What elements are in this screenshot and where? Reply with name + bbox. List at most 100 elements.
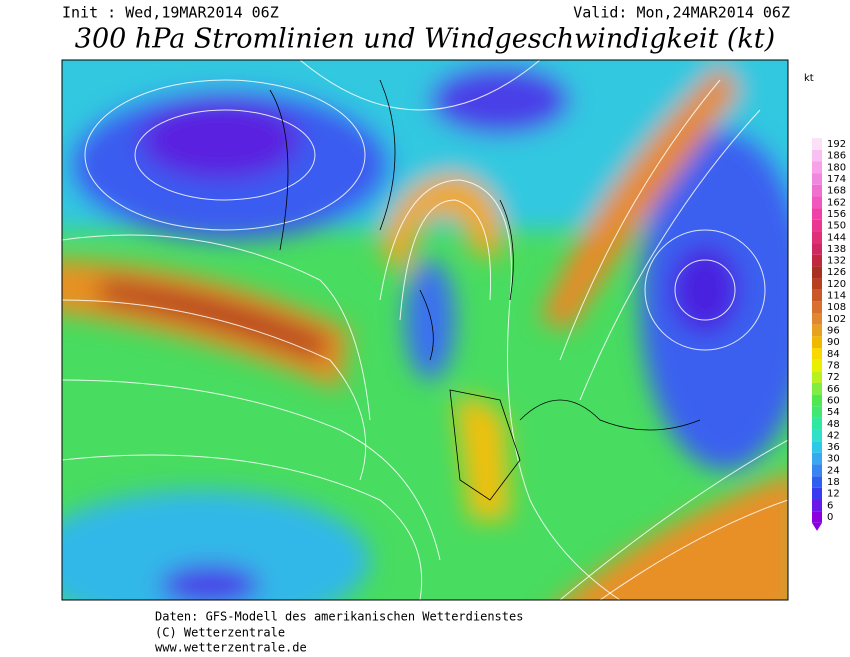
colorbar-label: 192 [827,139,846,150]
colorbar-label: 72 [827,372,840,383]
colorbar-swatch [812,243,822,255]
colorbar-swatch [812,208,822,220]
colorbar-label: 144 [827,232,846,243]
colorbar-swatch [812,149,822,162]
colorbar-label: 108 [827,302,846,313]
colorbar-swatch [812,417,822,430]
streamline [62,234,371,421]
field-blue [405,260,455,380]
streamline [599,499,788,600]
colorbar-label: 162 [827,197,846,208]
colorbar-label: 150 [827,221,846,232]
colorbar-label: 90 [827,337,840,348]
colorbar-swatch [812,173,822,185]
colorbar-tip [812,522,822,531]
colorbar-label: 0 [827,512,833,523]
coastline [269,79,701,501]
colorbar-label: 36 [827,442,840,453]
streamlines [62,60,788,600]
colorbar-swatch [812,464,822,477]
colorbar-label: 24 [827,465,840,476]
streamline [299,60,541,111]
colorbar-swatch [812,371,822,383]
streamline [62,299,367,481]
field-violet [140,100,300,180]
colorbar-swatch [812,161,822,174]
colorbar-label: 84 [827,349,840,360]
colorbar-label: 54 [827,407,840,418]
field-jet [540,65,740,330]
colorbar-swatch [812,394,822,407]
colorbar-swatch [812,359,822,372]
colorbar-swatch [812,406,822,418]
colorbar-swatch [812,511,822,523]
field-jet-core [100,280,330,360]
colorbar-label: 12 [827,489,840,500]
field-cyan [62,490,370,600]
colorbar-swatch [812,313,822,325]
colorbar-swatch [812,138,822,150]
streamline [674,259,736,321]
legend-unit: kt [804,73,814,84]
field-blue [430,65,570,135]
colorbar-label: 156 [827,209,846,220]
colorbar-swatch [812,254,822,267]
colorbar-swatch [812,499,822,512]
colorbar-swatch [812,219,822,232]
map-frame [61,59,789,601]
colorbar-swatch [812,382,822,395]
colorbar-label: 18 [827,477,840,488]
colorbar-label: 186 [827,151,846,162]
streamline [62,454,423,600]
field-jet [563,474,788,600]
colorbar-label: 6 [827,500,833,511]
colorbar-swatch [812,441,822,453]
colorbar-label: 96 [827,326,840,337]
colorbar-label: 78 [827,360,840,371]
field-violet [670,245,740,335]
streamline [579,109,761,401]
streamline [134,109,316,201]
colorbar-swatch [812,231,822,244]
colorbar-label: 126 [827,267,846,278]
colorbar-swatch [812,184,822,197]
colorbar-label: 66 [827,384,840,395]
colorbar-swatch [812,324,822,337]
colorbar-swatch [812,289,822,302]
colorbar-swatch [812,266,822,279]
colorbar-swatch [812,336,822,348]
colorbar-swatch [812,196,822,209]
colorbar-swatch [812,301,822,314]
colorbar-label: 30 [827,454,840,465]
field-jet [455,397,510,520]
streamline [559,79,721,361]
colorbar-swatch [812,487,822,500]
colorbar-label: 114 [827,291,846,302]
colorbar-label: 60 [827,395,840,406]
map-title: 300 hPa Stromlinien und Windgeschwindigk… [75,24,775,55]
colorbar-swatch [812,278,822,290]
colorbar-swatch [812,429,822,442]
colorbar-label: 138 [827,244,846,255]
footer-source: Daten: GFS-Modell des amerikanischen Wet… [155,610,523,624]
streamline [644,229,766,351]
colorbar-label: 120 [827,279,846,290]
colorbar: 0612182430364248546066727884909610210811… [812,138,846,531]
init-time: Init : Wed,19MAR2014 06Z [62,4,279,22]
valid-time: Valid: Mon,24MAR2014 06Z [573,4,790,22]
colorbar-label: 48 [827,419,840,430]
colorbar-label: 132 [827,256,846,267]
colorbar-label: 42 [827,430,840,441]
streamline [62,379,441,561]
footer-copyright: (C) Wetterzentrale [155,626,285,640]
wind-field [62,60,788,600]
colorbar-swatch [812,476,822,488]
field-blue [160,565,260,600]
streamline [559,439,788,600]
colorbar-swatch [812,452,822,465]
footer-url: www.wetterzentrale.de [155,641,307,655]
colorbar-label: 180 [827,162,846,173]
streamline [399,199,492,321]
colorbar-swatch [812,347,822,360]
